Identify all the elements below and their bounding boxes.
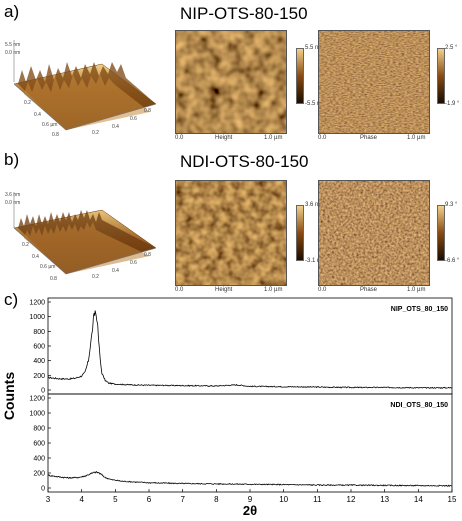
y-tick-label: 600 [33,441,45,448]
panel-a-surface-z-label: 5.5 nm [5,42,20,48]
panel-b-surface-tick-3: 0.6 µm [40,264,55,270]
panel-b-surface-z-zero: 0.0 nm [5,200,20,206]
panel-a-phase-colorbar [437,48,445,104]
x-tick-label: 10 [279,495,288,504]
panel-a-letter: a) [4,2,20,21]
series-layer [47,310,453,487]
axis-labels: 0200400600800100012000200400600800100012… [29,300,457,505]
panel-a-height-axis-start: 0.0 [175,135,184,141]
panel-b-height-scale-bottom: -3.1 nm [305,258,326,264]
panel-a-surface-tick-5: 0.2 [92,130,99,136]
panel-a-3d-surface: 5.5 nm 0.0 nm 0.2 0.4 0.6 µm 0.8 0.2 0.4… [5,40,157,138]
panel-a-phase-scale-top: 2.5 ° [445,45,458,51]
panel-b-letter: b) [4,150,20,169]
panel-a-height-texture [176,31,286,133]
x-axis-label: 2θ [243,503,257,518]
panel-a-phase-image [318,30,430,134]
axis-ticks [47,301,453,492]
x-tick-label: 5 [113,495,118,504]
x-tick-label: 13 [380,495,389,504]
panel-b-surface-tick-1: 0.2 [22,242,29,248]
panel-a-surface-tick-4: 0.8 [52,132,59,138]
panel-c-letter: c) [4,290,19,309]
panel-b-phase-texture [319,181,429,285]
panel-b-surface-tick-5: 0.2 [92,274,99,280]
panel-b-3d-surface: 3.6 nm 0.0 nm 0.2 0.4 0.6 µm 0.8 0.2 0.4… [5,192,157,282]
x-tick-label: 4 [79,495,84,504]
y-tick-label: 200 [33,373,45,380]
panel-b-surface-tick-4: 0.8 [50,276,57,282]
panel-b-height-axis-start: 0.0 [175,287,184,293]
series-line-nip [48,310,453,389]
x-tick-label: 3 [46,495,51,504]
series-label-nip: NIP_OTS_80_150 [391,306,448,313]
panel-a-phase-scale-bottom: -1.9 ° [445,101,460,107]
panel-a-height-image [175,30,287,134]
panel-a-phase-axis-end: 1.0 µm [407,135,426,141]
panel-b-phase-colorbar [437,205,445,261]
panel-b-phase-scale-bottom: -6.6 ° [445,258,460,264]
panel-b-height-axis-label: Height [215,287,233,293]
y-tick-label: 1200 [29,396,45,403]
panel-a-height-axis-end: 1.0 µm [264,135,283,141]
panel-b-height-axis-end: 1.0 µm [264,287,283,293]
panel-b-phase-image [318,180,430,286]
series-label-ndi: NDI_OTS_80_150 [390,402,448,409]
y-tick-label: 400 [33,358,45,365]
panel-a-surface-tick-7: 0.6 [130,116,137,122]
y-axis-label: Counts [1,372,17,420]
panel-a-surface-tick-8: 0.8 [144,108,151,114]
x-tick-label: 7 [180,495,185,504]
panel-b-height-scale-top: 3.6 nm [305,202,324,208]
panel-b-surface-tick-7: 0.6 [130,260,137,266]
panel-a-height-axis-label: Height [215,135,233,141]
panel-b-title: NDI-OTS-80-150 [180,152,309,171]
y-tick-label: 1000 [29,314,45,321]
x-tick-label: 8 [214,495,219,504]
y-tick-label: 800 [33,426,45,433]
y-tick-label: 0 [41,388,45,395]
panel-a-title: NIP-OTS-80-150 [180,4,308,23]
x-tick-label: 12 [347,495,356,504]
x-tick-label: 15 [448,495,457,504]
panel-a-surface-tick-2: 0.4 [34,112,41,118]
panel-a-phase-axis-label: Phase [360,135,378,141]
panel-b-surface-tick-6: 0.4 [112,268,119,274]
y-tick-label: 800 [33,329,45,336]
panel-a-surface-tick-3: 0.6 µm [42,122,57,128]
panel-a-surface-tick-6: 0.4 [112,124,119,130]
panel-b-height-image [175,180,287,286]
panel-a-height-colorbar [296,48,304,104]
y-tick-label: 600 [33,344,45,351]
panel-a-height-scale-bottom: -5.5 nm [305,101,326,107]
panel-a-phase-axis-start: 0.0 [318,135,327,141]
x-tick-label: 9 [248,495,253,504]
panel-b-phase-axis-label: Phase [360,287,378,293]
panel-b-phase-axis-start: 0.0 [318,287,327,293]
panel-b-height-texture [176,181,286,285]
panel-b-surface-tick-8: 0.8 [144,252,151,258]
panel-b-surface-z-label: 3.6 nm [5,192,20,198]
x-tick-label: 6 [147,495,152,504]
y-tick-label: 1200 [29,300,45,307]
panel-a-surface-z-zero: 0.0 nm [5,50,20,56]
y-tick-label: 1000 [29,411,45,418]
xrd-chart: 0200400600800100012000200400600800100012… [1,297,457,518]
y-tick-label: 400 [33,456,45,463]
panel-b-phase-axis-end: 1.0 µm [407,287,426,293]
panel-a-height-scale-top: 5.5 nm [305,45,324,51]
y-tick-label: 200 [33,471,45,478]
series-line-ndi [47,471,453,487]
x-tick-label: 14 [414,495,423,504]
x-tick-label: 11 [313,495,322,504]
panel-b-phase-scale-top: 9.3 ° [445,202,458,208]
y-tick-label: 0 [41,486,45,493]
panel-a-phase-texture [319,31,429,133]
panel-b-height-colorbar [296,205,304,261]
panel-b-surface-tick-2: 0.4 [32,254,39,260]
panel-a-surface-tick-1: 0.2 [24,100,31,106]
